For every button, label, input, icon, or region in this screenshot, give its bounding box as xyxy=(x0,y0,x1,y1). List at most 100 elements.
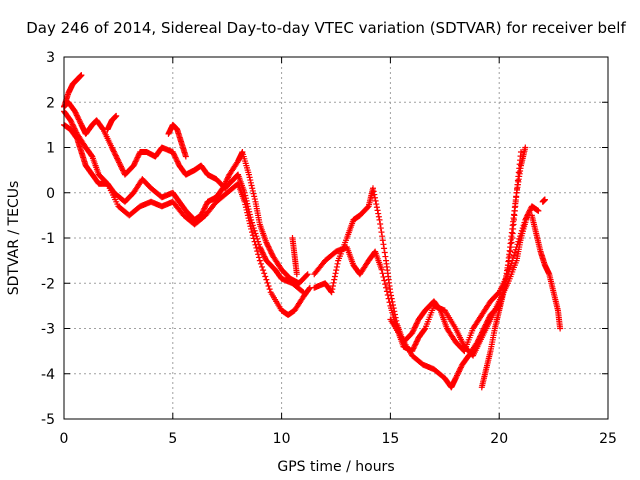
data-point-marker xyxy=(370,188,377,195)
data-point-marker xyxy=(70,124,77,131)
data-point-marker xyxy=(72,109,79,116)
data-point-marker xyxy=(251,196,258,203)
data-point-marker xyxy=(75,115,82,122)
data-point-marker xyxy=(88,152,95,159)
data-point-marker xyxy=(331,276,338,283)
data-point-marker xyxy=(246,208,253,215)
data-point-marker xyxy=(511,249,518,256)
data-point-marker xyxy=(266,286,273,293)
data-point-marker xyxy=(203,201,210,208)
data-point-marker xyxy=(264,240,271,247)
data-point-marker xyxy=(382,281,389,288)
data-point-marker xyxy=(409,328,416,335)
data-point-marker xyxy=(373,201,380,208)
data-point-marker xyxy=(526,208,533,215)
data-point-marker xyxy=(77,119,84,126)
data-point-marker xyxy=(78,72,85,79)
y-tick-label: 0 xyxy=(46,186,55,202)
data-point-marker xyxy=(119,167,126,174)
data-point-marker xyxy=(244,203,251,210)
data-point-marker xyxy=(486,314,493,321)
data-point-marker xyxy=(376,216,383,223)
data-point-marker xyxy=(374,207,381,214)
grid-lines xyxy=(64,57,608,419)
data-point-marker xyxy=(457,365,464,372)
data-point-marker xyxy=(412,341,419,348)
data-point-marker xyxy=(390,305,397,312)
data-point-marker xyxy=(330,279,337,286)
data-point-marker xyxy=(516,235,523,242)
data-point-marker xyxy=(517,233,524,240)
data-point-marker xyxy=(517,230,524,237)
tick-labels: 0 5 10 15 20 25 -5 -4 -3 -2 -1 0 1 2 3 xyxy=(41,50,617,447)
data-point-marker xyxy=(251,227,258,234)
data-point-marker xyxy=(113,112,120,119)
data-point-marker xyxy=(133,157,140,164)
data-point-marker xyxy=(74,113,81,120)
data-point-marker xyxy=(255,238,262,245)
data-point-marker xyxy=(246,211,253,218)
data-point-marker xyxy=(267,249,274,256)
data-point-marker xyxy=(112,152,119,159)
data-point-marker xyxy=(484,317,491,324)
data-point-marker xyxy=(392,314,399,321)
data-point-marker xyxy=(258,246,265,253)
data-point-marker xyxy=(255,251,262,258)
data-point-marker xyxy=(171,151,178,158)
data-points xyxy=(61,72,564,391)
data-point-marker xyxy=(391,308,398,315)
data-point-marker xyxy=(132,158,139,165)
data-point-marker xyxy=(477,332,484,339)
data-point-marker xyxy=(260,267,267,274)
data-point-marker xyxy=(452,375,459,382)
data-point-marker xyxy=(249,187,256,194)
data-point-marker xyxy=(413,338,420,345)
data-point-marker xyxy=(250,190,257,197)
data-point-marker xyxy=(525,210,532,217)
data-point-marker xyxy=(454,371,461,378)
data-point-marker xyxy=(249,222,256,229)
data-point-marker xyxy=(174,158,181,165)
data-point-marker xyxy=(482,321,489,328)
data-point-marker xyxy=(262,273,269,280)
data-point-marker xyxy=(390,301,397,308)
data-point-marker xyxy=(247,179,254,186)
data-point-marker xyxy=(388,292,395,299)
y-tick-label: -3 xyxy=(41,322,55,338)
data-point-marker xyxy=(224,175,231,182)
data-point-marker xyxy=(223,178,230,185)
data-point-marker xyxy=(481,324,488,331)
data-point-marker xyxy=(334,260,341,267)
data-point-marker xyxy=(526,207,533,214)
data-point-marker xyxy=(182,153,189,160)
data-point-marker xyxy=(255,254,262,261)
data-point-marker xyxy=(245,171,252,178)
data-point-marker xyxy=(522,216,529,223)
data-point-marker xyxy=(381,249,388,256)
data-point-marker xyxy=(73,111,80,118)
data-point-marker xyxy=(171,153,178,160)
data-point-marker xyxy=(71,108,78,115)
data-point-marker xyxy=(249,229,256,236)
data-point-marker xyxy=(256,257,263,264)
data-point-marker xyxy=(523,214,530,221)
data-point-marker xyxy=(113,154,120,161)
data-point-marker xyxy=(332,270,339,277)
data-point-marker xyxy=(293,271,300,278)
data-point-marker xyxy=(475,337,482,344)
data-point-marker xyxy=(69,121,76,128)
data-point-marker xyxy=(303,272,310,279)
data-point-marker xyxy=(172,154,179,161)
data-point-marker xyxy=(118,164,125,171)
x-tick-label: 15 xyxy=(381,431,399,447)
data-point-marker xyxy=(202,202,209,209)
data-point-marker xyxy=(379,270,386,277)
data-point-marker xyxy=(252,230,259,237)
data-point-marker xyxy=(475,336,482,343)
data-point-marker xyxy=(264,242,271,249)
data-point-marker xyxy=(381,245,388,252)
data-point-marker xyxy=(521,219,528,226)
data-point-marker xyxy=(453,373,460,380)
data-point-marker xyxy=(378,229,385,236)
